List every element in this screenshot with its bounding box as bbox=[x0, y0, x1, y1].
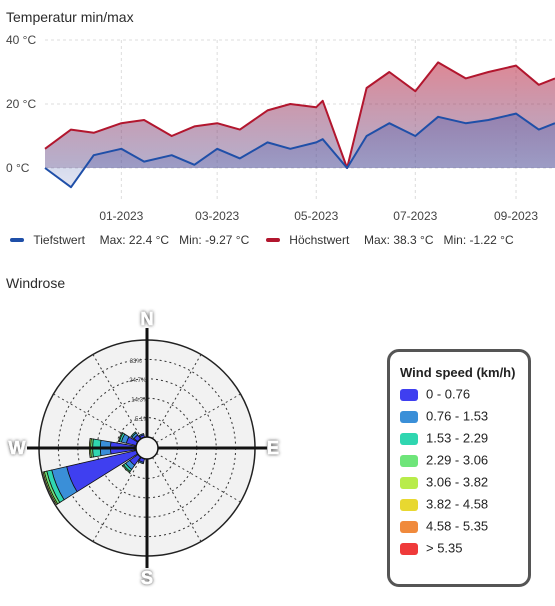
x-tick-label: 03-2023 bbox=[195, 209, 239, 220]
windrose-spoke bbox=[152, 354, 202, 439]
windrose-chart: 5.1% 14.3% 24.7% 33% N E S W bbox=[8, 309, 279, 589]
windrose-bar-segment[interactable] bbox=[130, 431, 137, 438]
radial-tick-label: 24.7% bbox=[129, 378, 147, 384]
windrose-title: Windrose bbox=[6, 275, 66, 291]
compass-label-s: S bbox=[141, 568, 153, 588]
windrose-spoke bbox=[92, 354, 142, 439]
x-tick-label: 01-2023 bbox=[99, 209, 143, 220]
legend-min-stats: Max: 22.4 °C Min: -9.27 °C bbox=[99, 232, 250, 247]
wind-legend-item[interactable]: 4.58 - 5.35 bbox=[400, 515, 518, 537]
wind-legend-swatch bbox=[400, 498, 418, 511]
wind-legend-item[interactable]: 1.53 - 2.29 bbox=[400, 427, 518, 449]
legend-min-swatch bbox=[10, 237, 24, 242]
wind-legend-item[interactable]: 0 - 0.76 bbox=[400, 383, 518, 405]
x-tick-label: 07-2023 bbox=[393, 209, 437, 220]
windrose-spoke bbox=[92, 457, 142, 542]
y-tick-label: 0 °C bbox=[6, 161, 30, 175]
min-series-line[interactable] bbox=[44, 112, 555, 189]
wind-legend-label: 4.58 - 5.35 bbox=[426, 518, 489, 534]
wind-speed-legend: Wind speed (km/h) 0 - 0.76 0.76 - 1.53 1.5… bbox=[387, 349, 531, 587]
windrose-bar-segment[interactable] bbox=[138, 433, 145, 438]
wind-legend-item[interactable]: 0.76 - 1.53 bbox=[400, 405, 518, 427]
radial-tick-label: 14.3% bbox=[131, 397, 149, 403]
wind-legend-label: 0.76 - 1.53 bbox=[426, 408, 489, 424]
wind-legend-label: > 5.35 bbox=[426, 540, 463, 556]
radial-tick-label: 5.1% bbox=[135, 417, 149, 423]
radial-tick-label: 33% bbox=[130, 359, 143, 365]
legend-min-name[interactable]: Tiefstwert bbox=[33, 232, 85, 247]
windrose-spoke bbox=[156, 453, 241, 503]
max-series-line[interactable] bbox=[44, 61, 555, 169]
wind-legend-swatch bbox=[400, 410, 418, 423]
wind-legend-label: 3.82 - 4.58 bbox=[426, 496, 489, 512]
wind-legend-title: Wind speed (km/h) bbox=[400, 365, 516, 380]
wind-legend-swatch bbox=[400, 432, 418, 445]
wind-legend-swatch bbox=[400, 476, 418, 489]
wind-legend-item[interactable]: 2.29 - 3.06 bbox=[400, 449, 518, 471]
min-series-area bbox=[45, 113, 555, 188]
wind-legend-item[interactable]: 3.82 - 4.58 bbox=[400, 493, 518, 515]
windrose-bar-segment[interactable] bbox=[42, 471, 59, 506]
temperature-legend: Tiefstwert Max: 22.4 °C Min: -9.27 °C Hö… bbox=[10, 232, 514, 247]
x-tick-label: 05-2023 bbox=[294, 209, 338, 220]
windrose-hub bbox=[135, 436, 159, 460]
windrose-bar-segment[interactable] bbox=[121, 464, 131, 474]
y-tick-label: 20 °C bbox=[6, 97, 36, 111]
temperature-chart: 0 °C 20 °C 40 °C 01-2023 03-2023 05-2023 07-2… bbox=[6, 33, 555, 220]
wind-legend-label: 0 - 0.76 bbox=[426, 386, 471, 402]
windrose-spoke bbox=[152, 457, 202, 542]
windrose-bar-segment[interactable] bbox=[137, 460, 145, 465]
wind-legend-label: 1.53 - 2.29 bbox=[426, 430, 489, 446]
windrose-bar-segment[interactable] bbox=[117, 431, 124, 443]
wind-legend-label: 3.06 - 3.82 bbox=[426, 474, 489, 490]
wind-legend-item[interactable]: 3.06 - 3.82 bbox=[400, 471, 518, 493]
legend-max-name[interactable]: Höchstwert bbox=[289, 232, 350, 247]
compass-label-n: N bbox=[141, 309, 154, 329]
compass-label-e: E bbox=[267, 438, 279, 458]
windrose-spoke bbox=[156, 393, 241, 443]
wind-legend-swatch bbox=[400, 454, 418, 467]
temperature-chart-title: Temperatur min/max bbox=[6, 9, 134, 25]
legend-max-stats: Max: 38.3 °C Min: -1.22 °C bbox=[364, 232, 514, 247]
wind-legend-swatch bbox=[400, 542, 418, 555]
legend-max-swatch bbox=[265, 237, 280, 242]
compass-label-w: W bbox=[9, 438, 26, 458]
y-tick-label: 40 °C bbox=[6, 33, 36, 47]
wind-legend-item[interactable]: > 5.35 bbox=[400, 537, 518, 559]
wind-legend-label: 2.29 - 3.06 bbox=[426, 452, 489, 468]
wind-legend-swatch bbox=[400, 388, 418, 401]
wind-legend-swatch bbox=[400, 520, 418, 533]
x-tick-label: 09-2023 bbox=[494, 209, 538, 220]
